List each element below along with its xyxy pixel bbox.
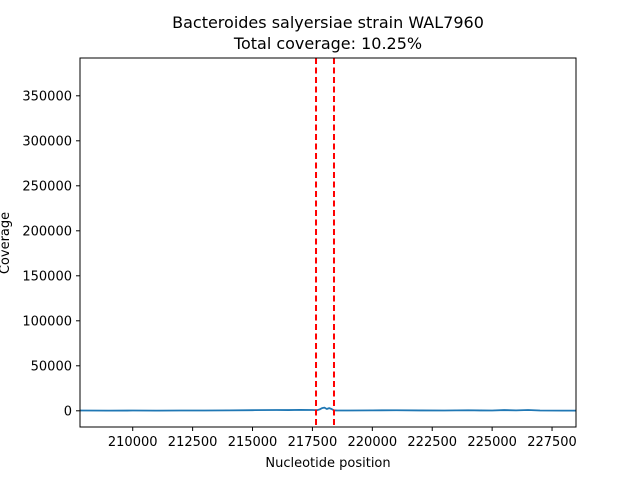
y-tick-label: 100000 [22,314,72,329]
x-tick-label: 220000 [348,435,398,450]
y-axis-label: Coverage [0,212,13,274]
x-tick-label: 212500 [168,435,218,450]
marker-lines [315,58,335,427]
y-axis-ticks: 0 50000 100000 150000 200000 250000 300000 3500… [22,89,80,419]
y-tick-label: 350000 [22,89,72,104]
x-axis-label: Nucleotide position [265,456,390,471]
y-tick-label: 150000 [22,269,72,284]
plot-frame [79,57,577,428]
chart-subtitle: Total coverage: 10.25% [233,34,422,53]
y-tick-label: 50000 [31,359,72,374]
x-tick-label: 210000 [108,435,158,450]
chart-title: Bacteroides salyersiae strain WAL7960 [172,13,484,32]
plot-area: 210000 212500 215000 217500 220000 222500 2250… [22,57,577,450]
x-tick-label: 227500 [527,435,577,450]
y-tick-label: 250000 [22,179,72,194]
series-layer [79,406,576,412]
y-tick-label: 0 [64,404,72,419]
x-tick-label: 217500 [288,435,338,450]
x-axis-ticks: 210000 212500 215000 217500 220000 222500 2250… [108,427,577,450]
coverage-line [79,406,576,412]
y-tick-label: 300000 [22,134,72,149]
x-tick-label: 225000 [467,435,517,450]
x-tick-label: 215000 [228,435,278,450]
y-tick-label: 200000 [22,224,72,239]
x-tick-label: 222500 [407,435,457,450]
